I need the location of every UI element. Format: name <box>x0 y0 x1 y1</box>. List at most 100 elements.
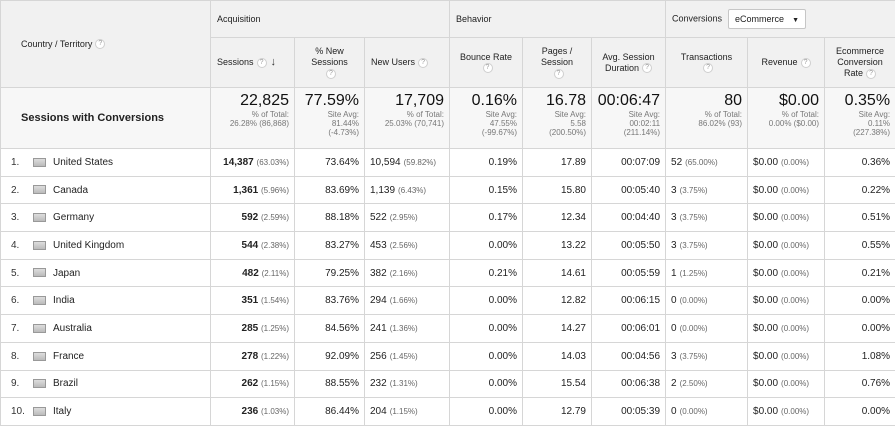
summary-value: 22,825 <box>240 92 289 109</box>
avg-session-duration-column-header[interactable]: Avg. Session Duration? <box>590 37 667 88</box>
row-index: 8. <box>11 350 20 362</box>
ecommerce-conversion-rate-cell: 0.21% <box>824 258 895 288</box>
transactions-value: 3 <box>671 184 677 196</box>
revenue-pct: (0.00%) <box>781 296 810 306</box>
sessions-column-header[interactable]: Sessions? ↓ <box>210 37 295 88</box>
new-users-pct: (2.56%) <box>389 240 418 250</box>
pct-new-sessions-cell: 83.76% <box>294 286 365 316</box>
help-icon[interactable]: ? <box>703 63 714 74</box>
avg-session-duration-cell: 00:05:59 <box>590 258 667 288</box>
new-users-column-header[interactable]: New Users? <box>364 37 450 88</box>
transactions-header-label: Transactions <box>680 51 733 62</box>
pct-new-sessions-cell: 86.44% <box>294 397 365 426</box>
sessions-pct: (1.03%) <box>260 407 289 417</box>
transactions-column-header[interactable]: Transactions? <box>665 37 749 88</box>
us-flag-icon <box>33 157 46 167</box>
summary-value: 16.78 <box>545 92 586 109</box>
ecommerce-conversion-rate-cell: 1.08% <box>824 341 895 371</box>
sessions-cell: 592 (2.59%) <box>210 203 295 233</box>
revenue-column-header[interactable]: Revenue? <box>747 37 826 88</box>
bounce-rate-column-header[interactable]: Bounce Rate? <box>449 37 523 88</box>
transactions-pct: (0.00%) <box>679 407 708 417</box>
help-icon[interactable]: ? <box>418 57 429 68</box>
country-link[interactable]: France <box>53 350 85 362</box>
new-users-pct: (1.66%) <box>389 296 418 306</box>
new-users-cell: 204 (1.15%) <box>364 397 450 426</box>
sort-descending-icon[interactable]: ↓ <box>270 56 277 68</box>
pages-session-cell: 15.80 <box>522 175 592 205</box>
country-link[interactable]: Canada <box>53 184 89 196</box>
summary-value: 0.35% <box>844 92 891 109</box>
country-link[interactable]: Germany <box>53 212 95 224</box>
pages-session-cell: 13.22 <box>522 231 592 260</box>
pct-new-sessions-cell: 79.25% <box>294 258 365 288</box>
transactions-pct: (0.00%) <box>679 323 708 333</box>
de-flag-icon <box>33 213 46 223</box>
conversions-label: Conversions <box>672 13 723 24</box>
bounce-rate-cell: 0.17% <box>449 203 523 233</box>
country-link[interactable]: United Kingdom <box>53 239 125 251</box>
new-users-pct: (2.16%) <box>389 268 418 278</box>
country-link[interactable]: Australia <box>53 322 92 334</box>
country-link[interactable]: Italy <box>53 406 72 418</box>
help-icon[interactable]: ? <box>95 39 106 50</box>
sessions-cell: 1,361 (5.96%) <box>210 175 295 205</box>
new-users-cell: 256 (1.45%) <box>364 341 450 371</box>
summary-sessions: 22,825% of Total: 26.28% (86,868) <box>210 87 295 149</box>
revenue-cell: $0.00 (0.00%) <box>747 203 826 233</box>
help-icon[interactable]: ? <box>482 63 493 74</box>
pct-new-sessions-cell: 84.56% <box>294 314 365 343</box>
transactions-value: 0 <box>671 406 677 418</box>
avg-session-duration-cell: 00:06:01 <box>590 314 667 343</box>
country-cell: 10. Italy <box>0 397 211 426</box>
summary-note: 00:02:11 <box>629 119 661 128</box>
country-link[interactable]: Brazil <box>53 378 79 390</box>
gb-flag-icon <box>33 240 46 250</box>
ecommerce-conversion-rate-column-header[interactable]: Ecommerce Conversion Rate? <box>824 37 895 88</box>
country-link[interactable]: United States <box>53 156 114 168</box>
pct-new-sessions-cell: 88.18% <box>294 203 365 233</box>
country-column-header[interactable]: Country / Territory? <box>0 0 211 88</box>
revenue-value: $0.00 <box>753 156 779 168</box>
revenue-value: $0.00 <box>753 350 779 362</box>
table-row: 2. Canada 1,361 (5.96%) 83.69% 1,139 (6.43… <box>0 175 895 205</box>
revenue-pct: (0.00%) <box>781 268 810 278</box>
revenue-cell: $0.00 (0.00%) <box>747 148 826 177</box>
help-icon[interactable]: ? <box>800 57 811 68</box>
transactions-cell: 2 (2.50%) <box>665 369 749 399</box>
country-link[interactable]: Japan <box>53 267 81 279</box>
ecommerce-conversion-rate-cell: 0.00% <box>824 314 895 343</box>
revenue-cell: $0.00 (0.00%) <box>747 258 826 288</box>
revenue-cell: $0.00 (0.00%) <box>747 369 826 399</box>
au-flag-icon <box>33 323 46 333</box>
table-row: 8. France 278 (1.22%) 92.09% 256 (1.45%) 0… <box>0 341 895 371</box>
summary-label: Sessions with Conversions <box>0 87 211 149</box>
row-index: 4. <box>11 239 20 251</box>
new-users-header-label: New Users <box>371 57 416 67</box>
bounce-rate-cell: 0.21% <box>449 258 523 288</box>
pct-new-sessions-column-header[interactable]: % New Sessions? <box>294 37 365 88</box>
help-icon[interactable]: ? <box>642 63 653 74</box>
country-link[interactable]: India <box>53 295 75 307</box>
help-icon[interactable]: ? <box>326 68 336 79</box>
ecommerce-conversion-rate-cell: 0.22% <box>824 175 895 205</box>
help-icon[interactable]: ? <box>256 57 267 68</box>
ca-flag-icon <box>33 185 46 195</box>
new-users-value: 204 <box>370 406 387 418</box>
help-icon[interactable]: ? <box>553 68 564 79</box>
pages-session-column-header[interactable]: Pages / Session? <box>522 37 592 88</box>
ecommerce-conversion-rate-cell: 0.36% <box>824 148 895 177</box>
help-icon[interactable]: ? <box>866 68 877 79</box>
new-users-value: 294 <box>370 295 387 307</box>
new-users-pct: (1.36%) <box>389 323 418 333</box>
summary-note: 47.55% <box>489 119 517 128</box>
bounce-rate-cell: 0.15% <box>449 175 523 205</box>
summary-pct-new-sessions: 77.59% Site Avg: 81.44% (-4.73%) <box>294 87 365 149</box>
transactions-cell: 3 (3.75%) <box>665 203 749 233</box>
conversion-type-dropdown[interactable]: eCommerce ▼ <box>728 9 806 29</box>
summary-note: 0.11% <box>867 119 891 128</box>
bounce-rate-cell: 0.00% <box>449 231 523 260</box>
summary-value: 77.59% <box>304 92 359 109</box>
avg-session-duration-cell: 00:05:39 <box>590 397 667 426</box>
